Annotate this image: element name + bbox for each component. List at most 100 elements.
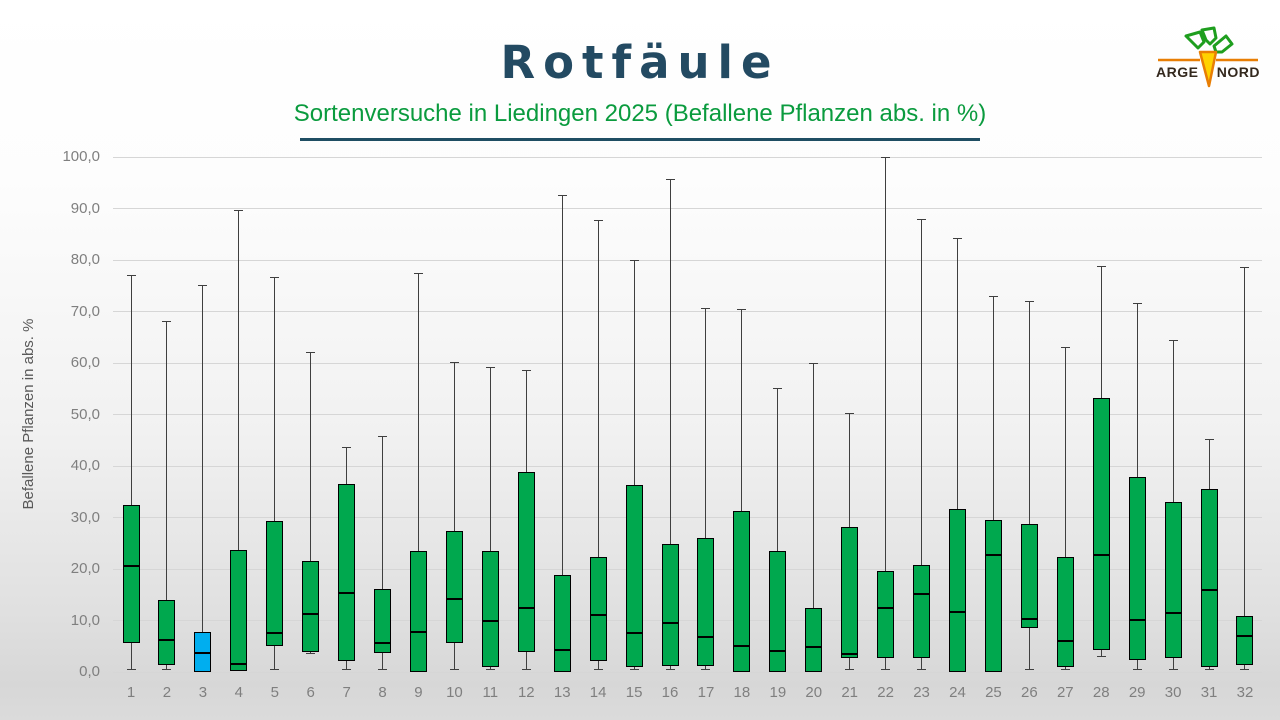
y-axis-tick-label: 30,0 bbox=[70, 508, 100, 526]
x-axis-label-26: 26 bbox=[1021, 684, 1038, 701]
boxplot-whisker-cap-bottom-1 bbox=[126, 669, 136, 671]
boxplot-whisker-13 bbox=[561, 195, 563, 672]
boxplot-median-5 bbox=[266, 631, 284, 634]
boxplot-box-11 bbox=[481, 551, 499, 667]
boxplot-median-27 bbox=[1056, 640, 1074, 643]
boxplot-whisker-24 bbox=[957, 238, 958, 672]
boxplot-box-26 bbox=[1020, 524, 1038, 628]
gridline bbox=[113, 568, 1262, 570]
gridline bbox=[113, 517, 1262, 518]
boxplot-whisker-17 bbox=[705, 308, 707, 670]
x-axis-labels: 1 2 3 4 5 6 7 8 9 10 11 12 13 14 15 16 17 18 19 20 21 22 23 24 2… bbox=[113, 684, 1262, 706]
x-axis-label-31: 31 bbox=[1200, 684, 1218, 701]
boxplot-median-19 bbox=[769, 649, 787, 652]
boxplot-box-29 bbox=[1128, 477, 1146, 661]
boxplot-median-10 bbox=[445, 597, 463, 600]
boxplot-median-25 bbox=[984, 553, 1002, 556]
boxplot-whisker-cap-bottom-10 bbox=[449, 669, 459, 671]
boxplot-box-5 bbox=[266, 521, 284, 646]
boxplot-median-6 bbox=[302, 612, 320, 615]
x-axis-label-16: 16 bbox=[661, 684, 679, 701]
gridline bbox=[113, 259, 1262, 261]
boxplot-whisker-20 bbox=[813, 363, 815, 672]
x-axis-label-29: 29 bbox=[1128, 684, 1146, 701]
boxplot-whisker-cap-top-6 bbox=[306, 352, 316, 354]
boxplot-whisker-cap-bottom-23 bbox=[917, 669, 927, 671]
boxplot-whisker-cap-top-32 bbox=[1240, 266, 1250, 268]
boxplot-whisker-cap-top-24 bbox=[953, 238, 962, 240]
y-axis-tick-label: 70,0 bbox=[70, 302, 100, 320]
x-axis-label-21: 21 bbox=[841, 684, 859, 701]
boxplot-median-12 bbox=[517, 606, 535, 609]
boxplot-whisker-cap-bottom-32 bbox=[1240, 669, 1250, 671]
y-axis-tick-label: 20,0 bbox=[70, 560, 100, 577]
boxplot-whisker-26 bbox=[1028, 301, 1030, 670]
boxplot-median-2 bbox=[158, 639, 176, 642]
boxplot-whisker-cap-bottom-21 bbox=[845, 669, 855, 671]
boxplot-median-23 bbox=[913, 593, 931, 596]
boxplot-median-21 bbox=[841, 652, 859, 655]
y-axis-tick-label: 100,0 bbox=[62, 148, 100, 165]
boxplot-whisker-cap-bottom-31 bbox=[1204, 669, 1214, 671]
boxplot-box-15 bbox=[625, 485, 643, 667]
boxplot-box-6 bbox=[302, 560, 320, 653]
y-axis-tick-label: 10,0 bbox=[70, 611, 100, 629]
boxplot-box-22 bbox=[877, 571, 895, 659]
x-axis-label-14: 14 bbox=[589, 684, 607, 701]
boxplot-whisker-cap-top-31 bbox=[1204, 438, 1214, 440]
boxplot-whisker-cap-bottom-2 bbox=[162, 669, 172, 671]
boxplot-whisker-22 bbox=[885, 157, 887, 670]
logo-text-nord: NORD bbox=[1216, 64, 1260, 80]
gridline bbox=[113, 311, 1262, 312]
boxplot-whisker-cap-top-28 bbox=[1096, 266, 1106, 268]
boxplot-whisker-cap-bottom-30 bbox=[1168, 669, 1178, 671]
boxplot-whisker-cap-bottom-14 bbox=[593, 669, 603, 671]
gridline bbox=[113, 620, 1262, 621]
boxplot-median-28 bbox=[1092, 554, 1110, 557]
page-title: Rotfäule bbox=[500, 36, 780, 89]
boxplot-median-3 bbox=[194, 652, 212, 655]
boxplot-box-25 bbox=[984, 519, 1002, 672]
boxplot-whisker-9 bbox=[417, 273, 419, 672]
boxplot-box-7 bbox=[338, 483, 356, 661]
boxplot-median-8 bbox=[374, 642, 392, 645]
gridline bbox=[113, 465, 1262, 467]
boxplot-box-19 bbox=[769, 550, 787, 672]
x-axis-label-19: 19 bbox=[769, 684, 787, 701]
boxplot-median-22 bbox=[877, 606, 895, 609]
boxplot-box-32 bbox=[1236, 615, 1254, 666]
gridline bbox=[113, 362, 1262, 364]
boxplot-median-1 bbox=[122, 565, 140, 568]
boxplot-whisker-cap-bottom-16 bbox=[665, 669, 675, 671]
boxplot-box-13 bbox=[553, 575, 571, 672]
boxplot-whisker-cap-top-12 bbox=[521, 369, 531, 371]
boxplot-box-31 bbox=[1200, 489, 1218, 668]
page-subtitle: Sortenversuche in Liedingen 2025 (Befall… bbox=[293, 100, 987, 127]
carrot-logo-icon bbox=[1158, 26, 1258, 88]
boxplot-box-21 bbox=[841, 526, 859, 658]
boxplot-whisker-25 bbox=[992, 296, 994, 672]
boxplot-box-27 bbox=[1056, 557, 1074, 668]
boxplot-box-20 bbox=[805, 607, 823, 672]
boxplot-median-17 bbox=[697, 636, 715, 639]
boxplot-whisker-cap-bottom-27 bbox=[1060, 669, 1070, 671]
boxplot-whisker-cap-top-14 bbox=[593, 220, 603, 222]
boxplot-median-29 bbox=[1128, 618, 1146, 621]
boxplot-whisker-cap-top-15 bbox=[629, 259, 639, 261]
x-axis-label-12: 12 bbox=[517, 684, 535, 701]
boxplot-median-31 bbox=[1200, 589, 1218, 592]
boxplot-box-17 bbox=[697, 538, 715, 666]
boxplot-median-7 bbox=[338, 592, 356, 595]
boxplot-whisker-cap-bottom-17 bbox=[701, 669, 711, 671]
boxplot-median-4 bbox=[230, 663, 248, 666]
boxplot-median-30 bbox=[1164, 611, 1182, 614]
boxplot-median-20 bbox=[805, 645, 823, 648]
boxplot-whisker-cap-top-26 bbox=[1024, 301, 1034, 303]
x-axis-label-4: 4 bbox=[234, 684, 243, 701]
boxplot-whisker-cap-top-20 bbox=[809, 362, 819, 364]
boxplot-whisker-4 bbox=[238, 210, 240, 671]
boxplot-whisker-cap-bottom-22 bbox=[881, 669, 891, 671]
x-axis-label-24: 24 bbox=[949, 684, 966, 701]
boxplot-whisker-14 bbox=[597, 220, 599, 670]
boxplot-whisker-cap-top-17 bbox=[701, 307, 711, 309]
